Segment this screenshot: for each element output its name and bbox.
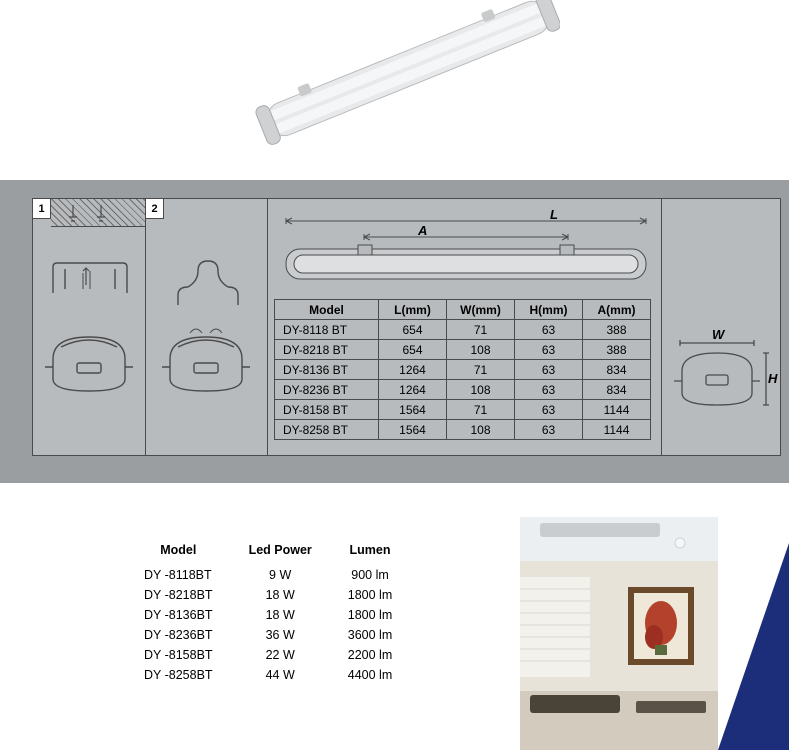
dim-cell-W: 108	[447, 380, 515, 400]
dim-cell-L: 1564	[379, 400, 447, 420]
H-dimension-label: H	[768, 371, 777, 386]
mount1-screws-icon	[63, 203, 121, 226]
tube-light-illustration	[240, 0, 560, 150]
table-row: DY -8218BT18 W1800 lm	[126, 585, 410, 605]
dim-cell-model: DY-8118 BT	[275, 320, 379, 340]
dim-cell-model: DY-8258 BT	[275, 420, 379, 440]
room-photo-sketch	[520, 517, 718, 750]
mount-option-2-cell	[146, 199, 268, 455]
table-row: DY-8258 BT1564108631144	[275, 420, 651, 440]
dim-cell-L: 654	[379, 320, 447, 340]
dim-cell-L: 654	[379, 340, 447, 360]
pw-cell-power: 36 W	[231, 625, 330, 645]
A-dimension-label: A	[418, 223, 427, 238]
schematic-cell: L A Model L(mm) W(mm) H(mm) A(mm) DY-811…	[268, 199, 662, 455]
power-table-body: DY -8118BT9 W900 lmDY -8218BT18 W1800 lm…	[126, 565, 410, 685]
room-photo	[520, 517, 718, 750]
pw-cell-lumen: 900 lm	[330, 565, 410, 585]
L-dimension-label: L	[550, 207, 558, 222]
dim-cell-H: 63	[515, 360, 583, 380]
pw-cell-lumen: 1800 lm	[330, 605, 410, 625]
dim-cell-H: 63	[515, 400, 583, 420]
dim-cell-L: 1264	[379, 360, 447, 380]
dim-cell-L: 1564	[379, 420, 447, 440]
dim-cell-A: 388	[583, 320, 651, 340]
dim-cell-L: 1264	[379, 380, 447, 400]
power-table: Model Led Power Lumen DY -8118BT9 W900 l…	[126, 541, 410, 685]
dim-cell-W: 71	[447, 320, 515, 340]
mount2-body-icon	[156, 327, 256, 407]
dim-cell-model: DY-8218 BT	[275, 340, 379, 360]
dim-cell-H: 63	[515, 340, 583, 360]
pw-cell-model: DY -8258BT	[126, 665, 231, 685]
table-row: DY-8236 BT126410863834	[275, 380, 651, 400]
dim-cell-H: 63	[515, 420, 583, 440]
pw-cell-model: DY -8236BT	[126, 625, 231, 645]
cross-section-icon	[662, 329, 780, 449]
dim-th-L: L(mm)	[379, 300, 447, 320]
pw-cell-power: 44 W	[231, 665, 330, 685]
pw-cell-power: 9 W	[231, 565, 330, 585]
dim-th-model: Model	[275, 300, 379, 320]
pw-cell-lumen: 2200 lm	[330, 645, 410, 665]
dim-th-A: A(mm)	[583, 300, 651, 320]
mount1-bracket-icon	[47, 259, 133, 309]
mount2-hanger-icon	[168, 259, 248, 313]
pw-cell-model: DY -8136BT	[126, 605, 231, 625]
dim-cell-W: 71	[447, 360, 515, 380]
table-row: DY -8258BT44 W4400 lm	[126, 665, 410, 685]
cross-section-cell: W H	[662, 199, 780, 455]
W-dimension-label: W	[712, 327, 724, 342]
dim-cell-A: 834	[583, 380, 651, 400]
spec-band: 1 2	[0, 180, 789, 483]
spec-frame: 1 2	[32, 198, 781, 456]
table-row: DY-8118 BT6547163388	[275, 320, 651, 340]
pw-th-model: Model	[126, 541, 231, 565]
dim-cell-model: DY-8136 BT	[275, 360, 379, 380]
table-row: DY -8118BT9 W900 lm	[126, 565, 410, 585]
dim-cell-model: DY-8236 BT	[275, 380, 379, 400]
dim-th-W: W(mm)	[447, 300, 515, 320]
table-row: DY-8158 BT156471631144	[275, 400, 651, 420]
dim-cell-W: 108	[447, 420, 515, 440]
dim-cell-H: 63	[515, 320, 583, 340]
dim-cell-A: 834	[583, 360, 651, 380]
pw-cell-lumen: 3600 lm	[330, 625, 410, 645]
table-row: DY -8136BT18 W1800 lm	[126, 605, 410, 625]
dimensions-table-body: DY-8118 BT6547163388DY-8218 BT6541086338…	[275, 320, 651, 440]
mount-option-1-cell	[33, 199, 146, 455]
dim-cell-W: 71	[447, 400, 515, 420]
dim-cell-A: 1144	[583, 420, 651, 440]
product-hero	[0, 0, 789, 180]
pw-th-lumen: Lumen	[330, 541, 410, 565]
pw-cell-power: 18 W	[231, 585, 330, 605]
pw-cell-model: DY -8118BT	[126, 565, 231, 585]
dimensions-table: Model L(mm) W(mm) H(mm) A(mm) DY-8118 BT…	[274, 299, 651, 440]
dim-cell-A: 388	[583, 340, 651, 360]
table-row: DY -8236BT36 W3600 lm	[126, 625, 410, 645]
bottom-section: Model Led Power Lumen DY -8118BT9 W900 l…	[0, 483, 789, 750]
pw-cell-power: 18 W	[231, 605, 330, 625]
pw-cell-lumen: 4400 lm	[330, 665, 410, 685]
dim-cell-H: 63	[515, 380, 583, 400]
pw-cell-model: DY -8218BT	[126, 585, 231, 605]
table-row: DY-8218 BT65410863388	[275, 340, 651, 360]
brand-triangle	[718, 543, 789, 750]
dim-th-H: H(mm)	[515, 300, 583, 320]
pw-th-power: Led Power	[231, 541, 330, 565]
dim-cell-model: DY-8158 BT	[275, 400, 379, 420]
dim-cell-A: 1144	[583, 400, 651, 420]
length-schematic-icon	[268, 203, 662, 299]
dim-cell-W: 108	[447, 340, 515, 360]
table-row: DY -8158BT22 W2200 lm	[126, 645, 410, 665]
pw-cell-power: 22 W	[231, 645, 330, 665]
table-row: DY-8136 BT12647163834	[275, 360, 651, 380]
pw-cell-model: DY -8158BT	[126, 645, 231, 665]
pw-cell-lumen: 1800 lm	[330, 585, 410, 605]
mount1-body-icon	[39, 327, 139, 407]
